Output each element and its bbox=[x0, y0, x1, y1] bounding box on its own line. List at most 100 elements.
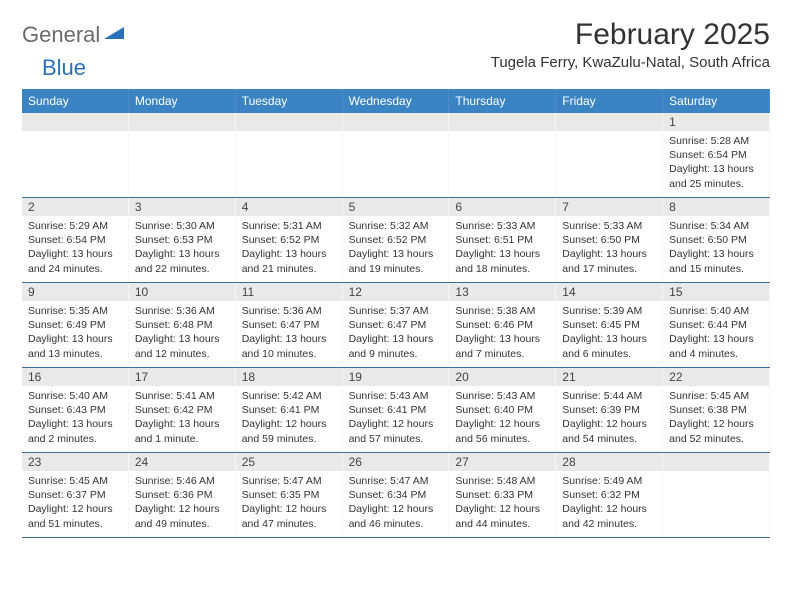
day-number: 15 bbox=[663, 283, 769, 301]
calendar-body: 1Sunrise: 5:28 AMSunset: 6:54 PMDaylight… bbox=[22, 113, 770, 538]
dayhead-mon: Monday bbox=[129, 89, 236, 113]
location-text: Tugela Ferry, KwaZulu-Natal, South Afric… bbox=[491, 54, 770, 71]
sunset-text: Sunset: 6:43 PM bbox=[28, 403, 122, 417]
sunset-text: Sunset: 6:32 PM bbox=[562, 488, 656, 502]
calendar-cell: 2Sunrise: 5:29 AMSunset: 6:54 PMDaylight… bbox=[22, 198, 129, 282]
sunset-text: Sunset: 6:36 PM bbox=[135, 488, 229, 502]
day-content: Sunrise: 5:45 AMSunset: 6:38 PMDaylight:… bbox=[663, 386, 769, 451]
day-number: 7 bbox=[556, 198, 662, 216]
calendar-cell: 22Sunrise: 5:45 AMSunset: 6:38 PMDayligh… bbox=[663, 368, 770, 452]
logo-word2: Blue bbox=[42, 55, 86, 80]
calendar-week: 23Sunrise: 5:45 AMSunset: 6:37 PMDayligh… bbox=[22, 453, 770, 538]
day-content: Sunrise: 5:43 AMSunset: 6:40 PMDaylight:… bbox=[449, 386, 555, 451]
triangle-icon bbox=[104, 25, 124, 46]
daylight-text: Daylight: 12 hours and 47 minutes. bbox=[242, 502, 336, 530]
sunrise-text: Sunrise: 5:48 AM bbox=[455, 474, 549, 488]
day-number: 24 bbox=[129, 453, 235, 471]
day-number bbox=[663, 453, 769, 471]
calendar-cell: 1Sunrise: 5:28 AMSunset: 6:54 PMDaylight… bbox=[663, 113, 770, 197]
daylight-text: Daylight: 13 hours and 21 minutes. bbox=[242, 247, 336, 275]
calendar-cell: 20Sunrise: 5:43 AMSunset: 6:40 PMDayligh… bbox=[449, 368, 556, 452]
calendar-cell: 9Sunrise: 5:35 AMSunset: 6:49 PMDaylight… bbox=[22, 283, 129, 367]
day-content: Sunrise: 5:38 AMSunset: 6:46 PMDaylight:… bbox=[449, 301, 555, 366]
day-number: 28 bbox=[556, 453, 662, 471]
day-content: Sunrise: 5:43 AMSunset: 6:41 PMDaylight:… bbox=[343, 386, 449, 451]
sunset-text: Sunset: 6:38 PM bbox=[669, 403, 763, 417]
day-content: Sunrise: 5:28 AMSunset: 6:54 PMDaylight:… bbox=[663, 131, 769, 196]
day-number: 20 bbox=[449, 368, 555, 386]
day-content: Sunrise: 5:46 AMSunset: 6:36 PMDaylight:… bbox=[129, 471, 235, 536]
sunset-text: Sunset: 6:46 PM bbox=[455, 318, 549, 332]
daylight-text: Daylight: 13 hours and 10 minutes. bbox=[242, 332, 336, 360]
day-number: 4 bbox=[236, 198, 342, 216]
dayhead-wed: Wednesday bbox=[343, 89, 450, 113]
sunrise-text: Sunrise: 5:34 AM bbox=[669, 219, 763, 233]
daylight-text: Daylight: 13 hours and 15 minutes. bbox=[669, 247, 763, 275]
sunrise-text: Sunrise: 5:38 AM bbox=[455, 304, 549, 318]
day-number bbox=[129, 113, 235, 131]
calendar-header-row: Sunday Monday Tuesday Wednesday Thursday… bbox=[22, 89, 770, 113]
sunrise-text: Sunrise: 5:33 AM bbox=[562, 219, 656, 233]
calendar-cell: 26Sunrise: 5:47 AMSunset: 6:34 PMDayligh… bbox=[343, 453, 450, 537]
day-content: Sunrise: 5:44 AMSunset: 6:39 PMDaylight:… bbox=[556, 386, 662, 451]
sunset-text: Sunset: 6:51 PM bbox=[455, 233, 549, 247]
daylight-text: Daylight: 13 hours and 12 minutes. bbox=[135, 332, 229, 360]
day-content: Sunrise: 5:31 AMSunset: 6:52 PMDaylight:… bbox=[236, 216, 342, 281]
sunset-text: Sunset: 6:33 PM bbox=[455, 488, 549, 502]
daylight-text: Daylight: 12 hours and 42 minutes. bbox=[562, 502, 656, 530]
sunrise-text: Sunrise: 5:43 AM bbox=[349, 389, 443, 403]
calendar-cell: 16Sunrise: 5:40 AMSunset: 6:43 PMDayligh… bbox=[22, 368, 129, 452]
calendar-cell bbox=[343, 113, 450, 197]
sunrise-text: Sunrise: 5:45 AM bbox=[669, 389, 763, 403]
day-number: 9 bbox=[22, 283, 128, 301]
calendar-cell: 3Sunrise: 5:30 AMSunset: 6:53 PMDaylight… bbox=[129, 198, 236, 282]
day-number: 26 bbox=[343, 453, 449, 471]
day-content: Sunrise: 5:37 AMSunset: 6:47 PMDaylight:… bbox=[343, 301, 449, 366]
daylight-text: Daylight: 12 hours and 51 minutes. bbox=[28, 502, 122, 530]
dayhead-tue: Tuesday bbox=[236, 89, 343, 113]
day-content: Sunrise: 5:40 AMSunset: 6:43 PMDaylight:… bbox=[22, 386, 128, 451]
day-number: 2 bbox=[22, 198, 128, 216]
day-number bbox=[449, 113, 555, 131]
calendar-cell: 7Sunrise: 5:33 AMSunset: 6:50 PMDaylight… bbox=[556, 198, 663, 282]
day-content: Sunrise: 5:30 AMSunset: 6:53 PMDaylight:… bbox=[129, 216, 235, 281]
day-number: 16 bbox=[22, 368, 128, 386]
day-number: 8 bbox=[663, 198, 769, 216]
sunrise-text: Sunrise: 5:35 AM bbox=[28, 304, 122, 318]
sunrise-text: Sunrise: 5:47 AM bbox=[242, 474, 336, 488]
calendar-cell bbox=[556, 113, 663, 197]
daylight-text: Daylight: 12 hours and 52 minutes. bbox=[669, 417, 763, 445]
sunrise-text: Sunrise: 5:39 AM bbox=[562, 304, 656, 318]
sunrise-text: Sunrise: 5:44 AM bbox=[562, 389, 656, 403]
dayhead-sun: Sunday bbox=[22, 89, 129, 113]
day-number: 11 bbox=[236, 283, 342, 301]
dayhead-fri: Friday bbox=[556, 89, 663, 113]
calendar-cell: 27Sunrise: 5:48 AMSunset: 6:33 PMDayligh… bbox=[449, 453, 556, 537]
sunrise-text: Sunrise: 5:45 AM bbox=[28, 474, 122, 488]
logo: General bbox=[22, 22, 126, 48]
day-content: Sunrise: 5:33 AMSunset: 6:51 PMDaylight:… bbox=[449, 216, 555, 281]
day-content: Sunrise: 5:34 AMSunset: 6:50 PMDaylight:… bbox=[663, 216, 769, 281]
day-content: Sunrise: 5:42 AMSunset: 6:41 PMDaylight:… bbox=[236, 386, 342, 451]
day-content: Sunrise: 5:41 AMSunset: 6:42 PMDaylight:… bbox=[129, 386, 235, 451]
sunset-text: Sunset: 6:45 PM bbox=[562, 318, 656, 332]
logo-word1: General bbox=[22, 22, 100, 48]
sunset-text: Sunset: 6:39 PM bbox=[562, 403, 656, 417]
sunrise-text: Sunrise: 5:33 AM bbox=[455, 219, 549, 233]
daylight-text: Daylight: 13 hours and 22 minutes. bbox=[135, 247, 229, 275]
sunset-text: Sunset: 6:40 PM bbox=[455, 403, 549, 417]
day-number: 18 bbox=[236, 368, 342, 386]
daylight-text: Daylight: 12 hours and 59 minutes. bbox=[242, 417, 336, 445]
calendar-cell: 21Sunrise: 5:44 AMSunset: 6:39 PMDayligh… bbox=[556, 368, 663, 452]
sunrise-text: Sunrise: 5:47 AM bbox=[349, 474, 443, 488]
sunrise-text: Sunrise: 5:42 AM bbox=[242, 389, 336, 403]
dayhead-thu: Thursday bbox=[449, 89, 556, 113]
day-content: Sunrise: 5:36 AMSunset: 6:48 PMDaylight:… bbox=[129, 301, 235, 366]
day-content: Sunrise: 5:33 AMSunset: 6:50 PMDaylight:… bbox=[556, 216, 662, 281]
calendar-cell bbox=[129, 113, 236, 197]
day-number: 13 bbox=[449, 283, 555, 301]
month-title: February 2025 bbox=[491, 18, 770, 52]
day-content: Sunrise: 5:36 AMSunset: 6:47 PMDaylight:… bbox=[236, 301, 342, 366]
calendar-cell: 28Sunrise: 5:49 AMSunset: 6:32 PMDayligh… bbox=[556, 453, 663, 537]
calendar-cell: 18Sunrise: 5:42 AMSunset: 6:41 PMDayligh… bbox=[236, 368, 343, 452]
